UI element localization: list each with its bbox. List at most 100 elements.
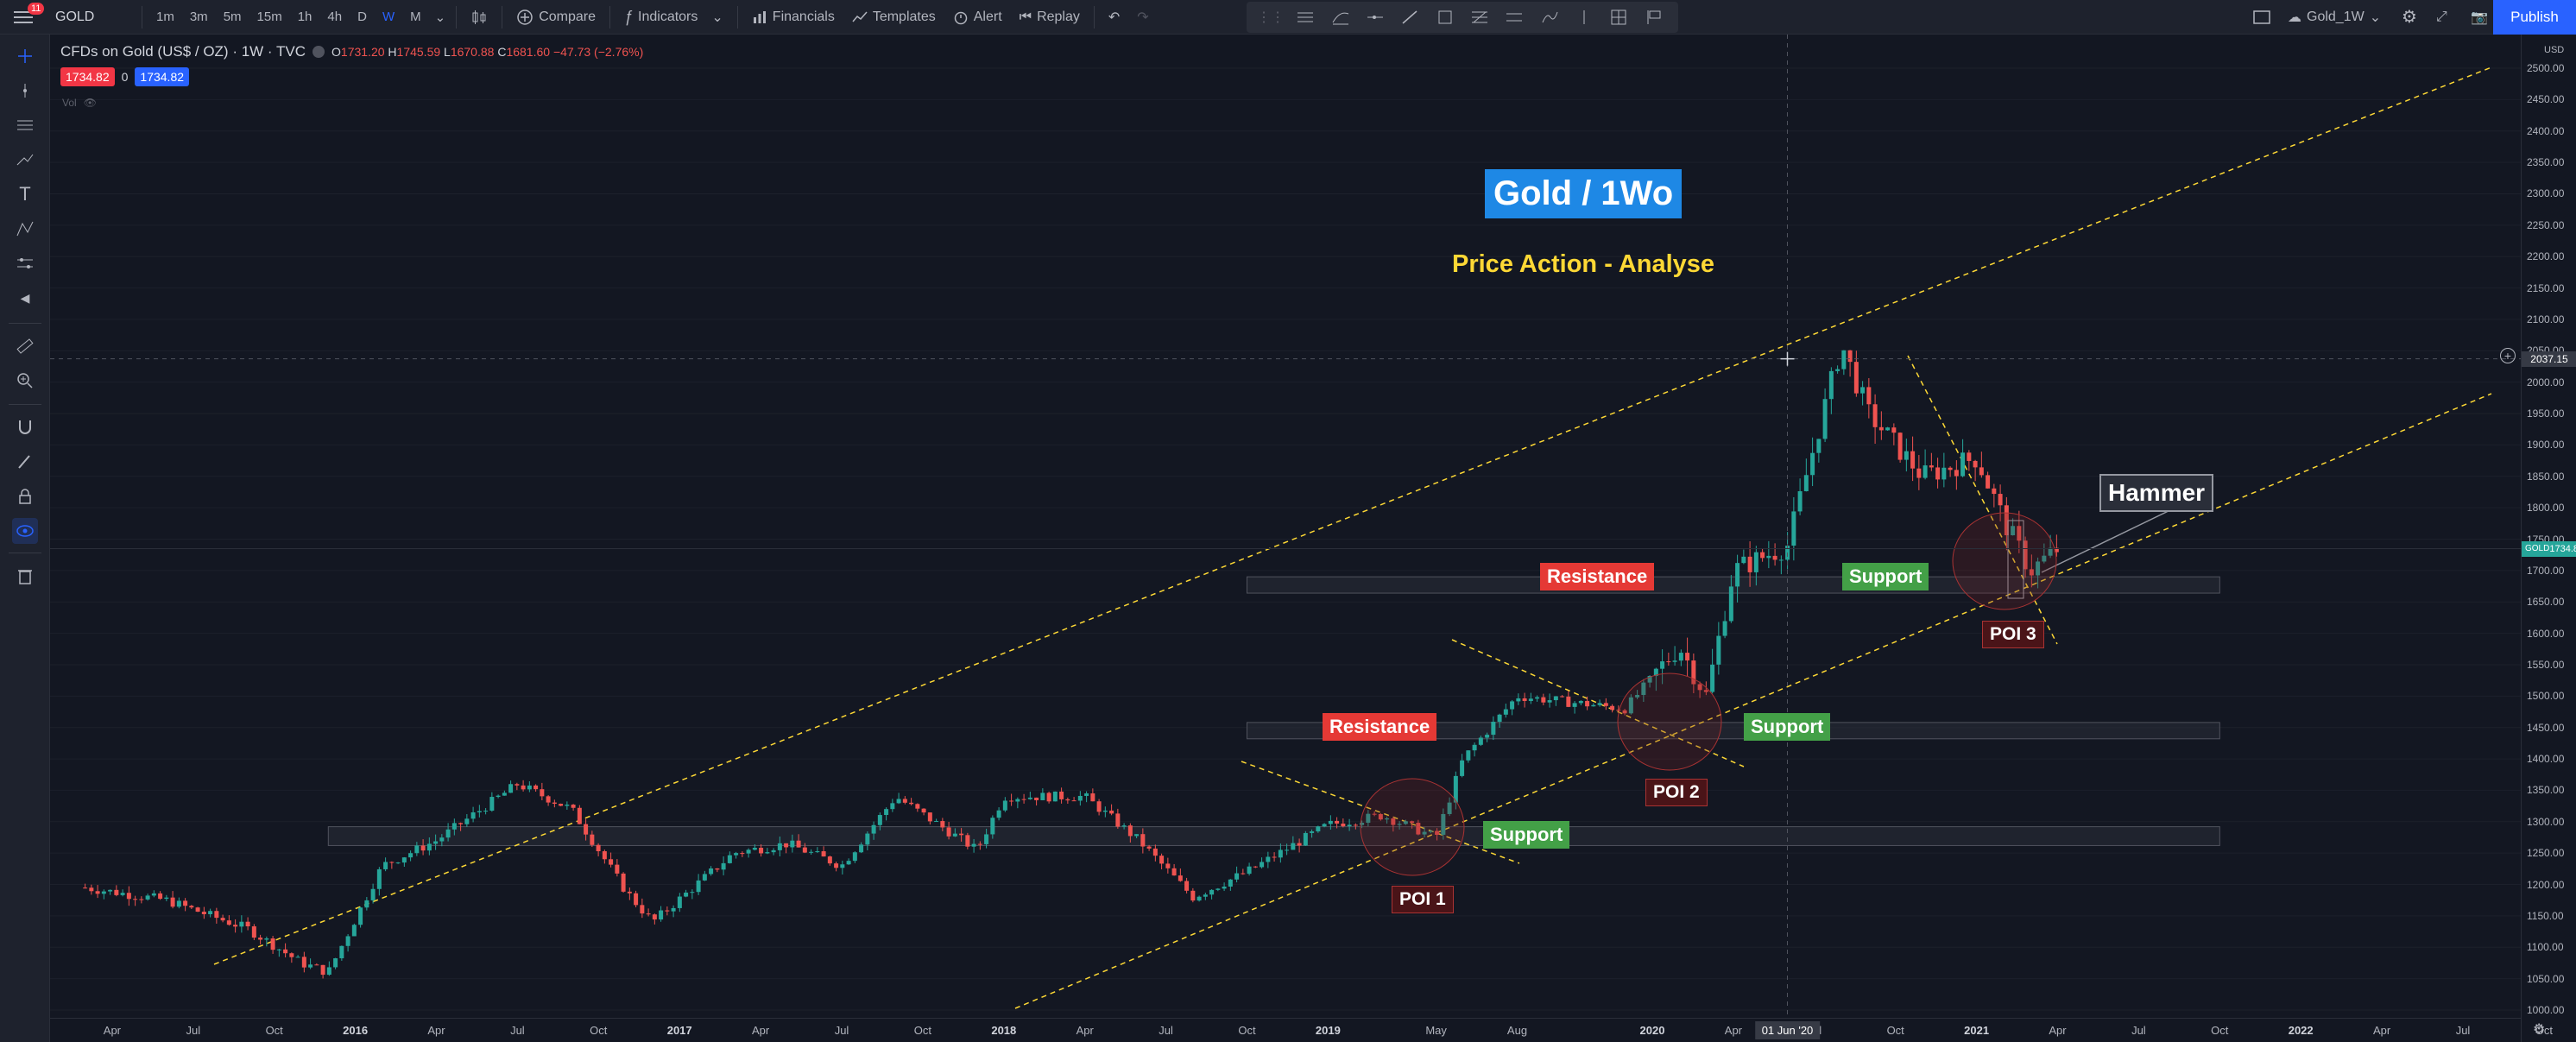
compare-button[interactable]: Compare [508,0,604,35]
layout-dropdown[interactable]: ☁ Gold_1W ⌄ [2279,0,2390,35]
legend-title[interactable]: CFDs on Gold (US$ / OZ) · 1W · TVC [60,43,306,60]
layout-icon [2253,9,2270,24]
poi-2-label[interactable]: POI 2 [1645,779,1708,806]
indicators-button[interactable]: ƒ Indicators ⌄ [616,0,732,35]
support-label-lower[interactable]: Support [1483,821,1570,849]
fullscreen-layout-button[interactable] [2245,0,2279,35]
candle-down [220,918,225,921]
price-chart[interactable] [50,35,2521,1018]
text-tool[interactable]: T [12,181,38,207]
timeframe-1m[interactable]: 1m [156,9,174,24]
channel-icon[interactable] [1330,7,1351,28]
pattern-tool[interactable] [12,216,38,242]
fib-retracement-icon[interactable] [1469,7,1490,28]
lower-channel-line [1014,393,2492,1009]
crosshair-tool[interactable] [12,43,38,69]
candle-down [1241,873,1246,875]
settings-button[interactable]: ⚙ [2393,0,2426,35]
alarm-clock-icon [954,11,967,24]
candle-up [1635,695,1640,698]
chart-title-annotation[interactable]: Gold / 1Wo [1485,169,1683,218]
undo-button[interactable]: ↶ [1100,0,1128,35]
divider [609,5,610,28]
hammer-label[interactable]: Hammer [2099,474,2214,512]
ask-badge[interactable]: 1734.82 [135,67,190,86]
candle-down [226,920,231,925]
bid-badge[interactable]: 1734.82 [60,67,115,86]
candle-up [1027,797,1032,799]
horizontal-ray-icon[interactable] [1365,7,1386,28]
rectangle-icon[interactable] [1435,7,1455,28]
eye-off-icon[interactable]: 👁 [83,97,97,109]
candle-up [308,964,313,968]
chart-type-button[interactable] [462,0,496,35]
timeframe-3m[interactable]: 3m [189,9,208,24]
timeframe-w[interactable]: W [382,9,395,24]
templates-button[interactable]: Templates [843,0,944,35]
chart-pane[interactable] [50,35,2521,1018]
timeframe-15m[interactable]: 15m [256,9,282,24]
crosshair-box-icon[interactable] [1608,7,1629,28]
price-tick: 2200.00 [2527,250,2565,263]
timeframe-4h[interactable]: 4h [327,9,343,24]
candle-up [1203,894,1208,897]
timeframe-m[interactable]: M [410,9,421,24]
time-tick: 2022 [2288,1024,2314,1037]
poi-3-label[interactable]: POI 3 [1982,621,2044,648]
candle-up [1303,832,1308,846]
add-alert-plus-icon[interactable]: + [2500,348,2516,363]
time-tick: Aug [1506,1024,1528,1037]
candle-up [496,795,501,798]
timeframe-5m[interactable]: 5m [223,9,242,24]
timeframe-dropdown-icon[interactable]: ⌄ [434,9,446,25]
hide-drawings-tool[interactable] [12,518,38,544]
candle-up [990,818,995,835]
resistance-label-lower[interactable]: Resistance [1323,713,1437,741]
axis-settings-gear-icon[interactable]: ⚙ [2533,1022,2546,1037]
lock-tool[interactable] [12,483,38,509]
publish-button[interactable]: Publish [2493,0,2576,35]
fib-tool[interactable] [12,112,38,138]
ruler-tool[interactable] [12,333,38,359]
candle-down [1034,797,1039,800]
magnet-tool[interactable] [12,414,38,440]
remove-drawings-tool[interactable] [12,563,38,589]
trend-line-tool[interactable] [12,78,38,104]
candle-up [996,810,1001,818]
parallel-lines-icon[interactable] [1504,7,1525,28]
time-axis[interactable]: Apr Jul Oct 2016 Apr Jul Oct 2017 Apr Jul Oct 2018 A… [50,1018,2553,1042]
drag-handle-icon[interactable]: ⋮⋮ [1257,10,1285,25]
candle-up [1491,722,1496,736]
chart-subtitle-annotation[interactable]: Price Action - Analyse [1452,250,1715,278]
horizontal-lines-icon[interactable] [1295,7,1316,28]
resistance-label-upper[interactable]: Resistance [1540,563,1655,590]
financials-button[interactable]: Financials [743,0,843,35]
price-tick: 2100.00 [2527,313,2565,325]
vertical-line-icon[interactable] [1574,7,1594,28]
redo-icon: ↷ [1137,9,1149,25]
support-label-middle[interactable]: Support [1744,713,1831,741]
fullscreen-button[interactable]: ⤢ [2428,0,2456,35]
redo-button[interactable]: ↷ [1128,0,1157,35]
prediction-tool[interactable] [12,250,38,276]
brush-tool[interactable] [12,147,38,173]
zoom-tool[interactable] [12,368,38,394]
snapshot-button[interactable]: 📷 [2462,0,2497,35]
poi-1-label[interactable]: POI 1 [1392,886,1454,913]
stay-in-drawing-tool[interactable] [12,449,38,475]
flag-icon[interactable] [1644,7,1664,28]
candle-up [345,936,350,946]
trend-line-icon[interactable] [1399,7,1420,28]
brush-icon[interactable] [1539,7,1560,28]
collapse-tool[interactable]: ◀ [12,285,38,311]
price-tick: 1600.00 [2527,627,2565,640]
symbol-search-button[interactable]: GOLD [47,0,136,35]
price-axis[interactable]: USD 2500.00 2450.00 2400.00 2350.00 2300.00 2… [2521,35,2576,1042]
main-menu-button[interactable]: 11 [0,0,47,35]
timeframe-d[interactable]: D [357,9,367,24]
timeframe-1h[interactable]: 1h [297,9,313,24]
replay-button[interactable]: ⏮ Replay [1011,0,1089,35]
support-label-upper[interactable]: Support [1842,563,1929,590]
candle-up [108,889,113,892]
alert-button[interactable]: Alert [944,0,1011,35]
